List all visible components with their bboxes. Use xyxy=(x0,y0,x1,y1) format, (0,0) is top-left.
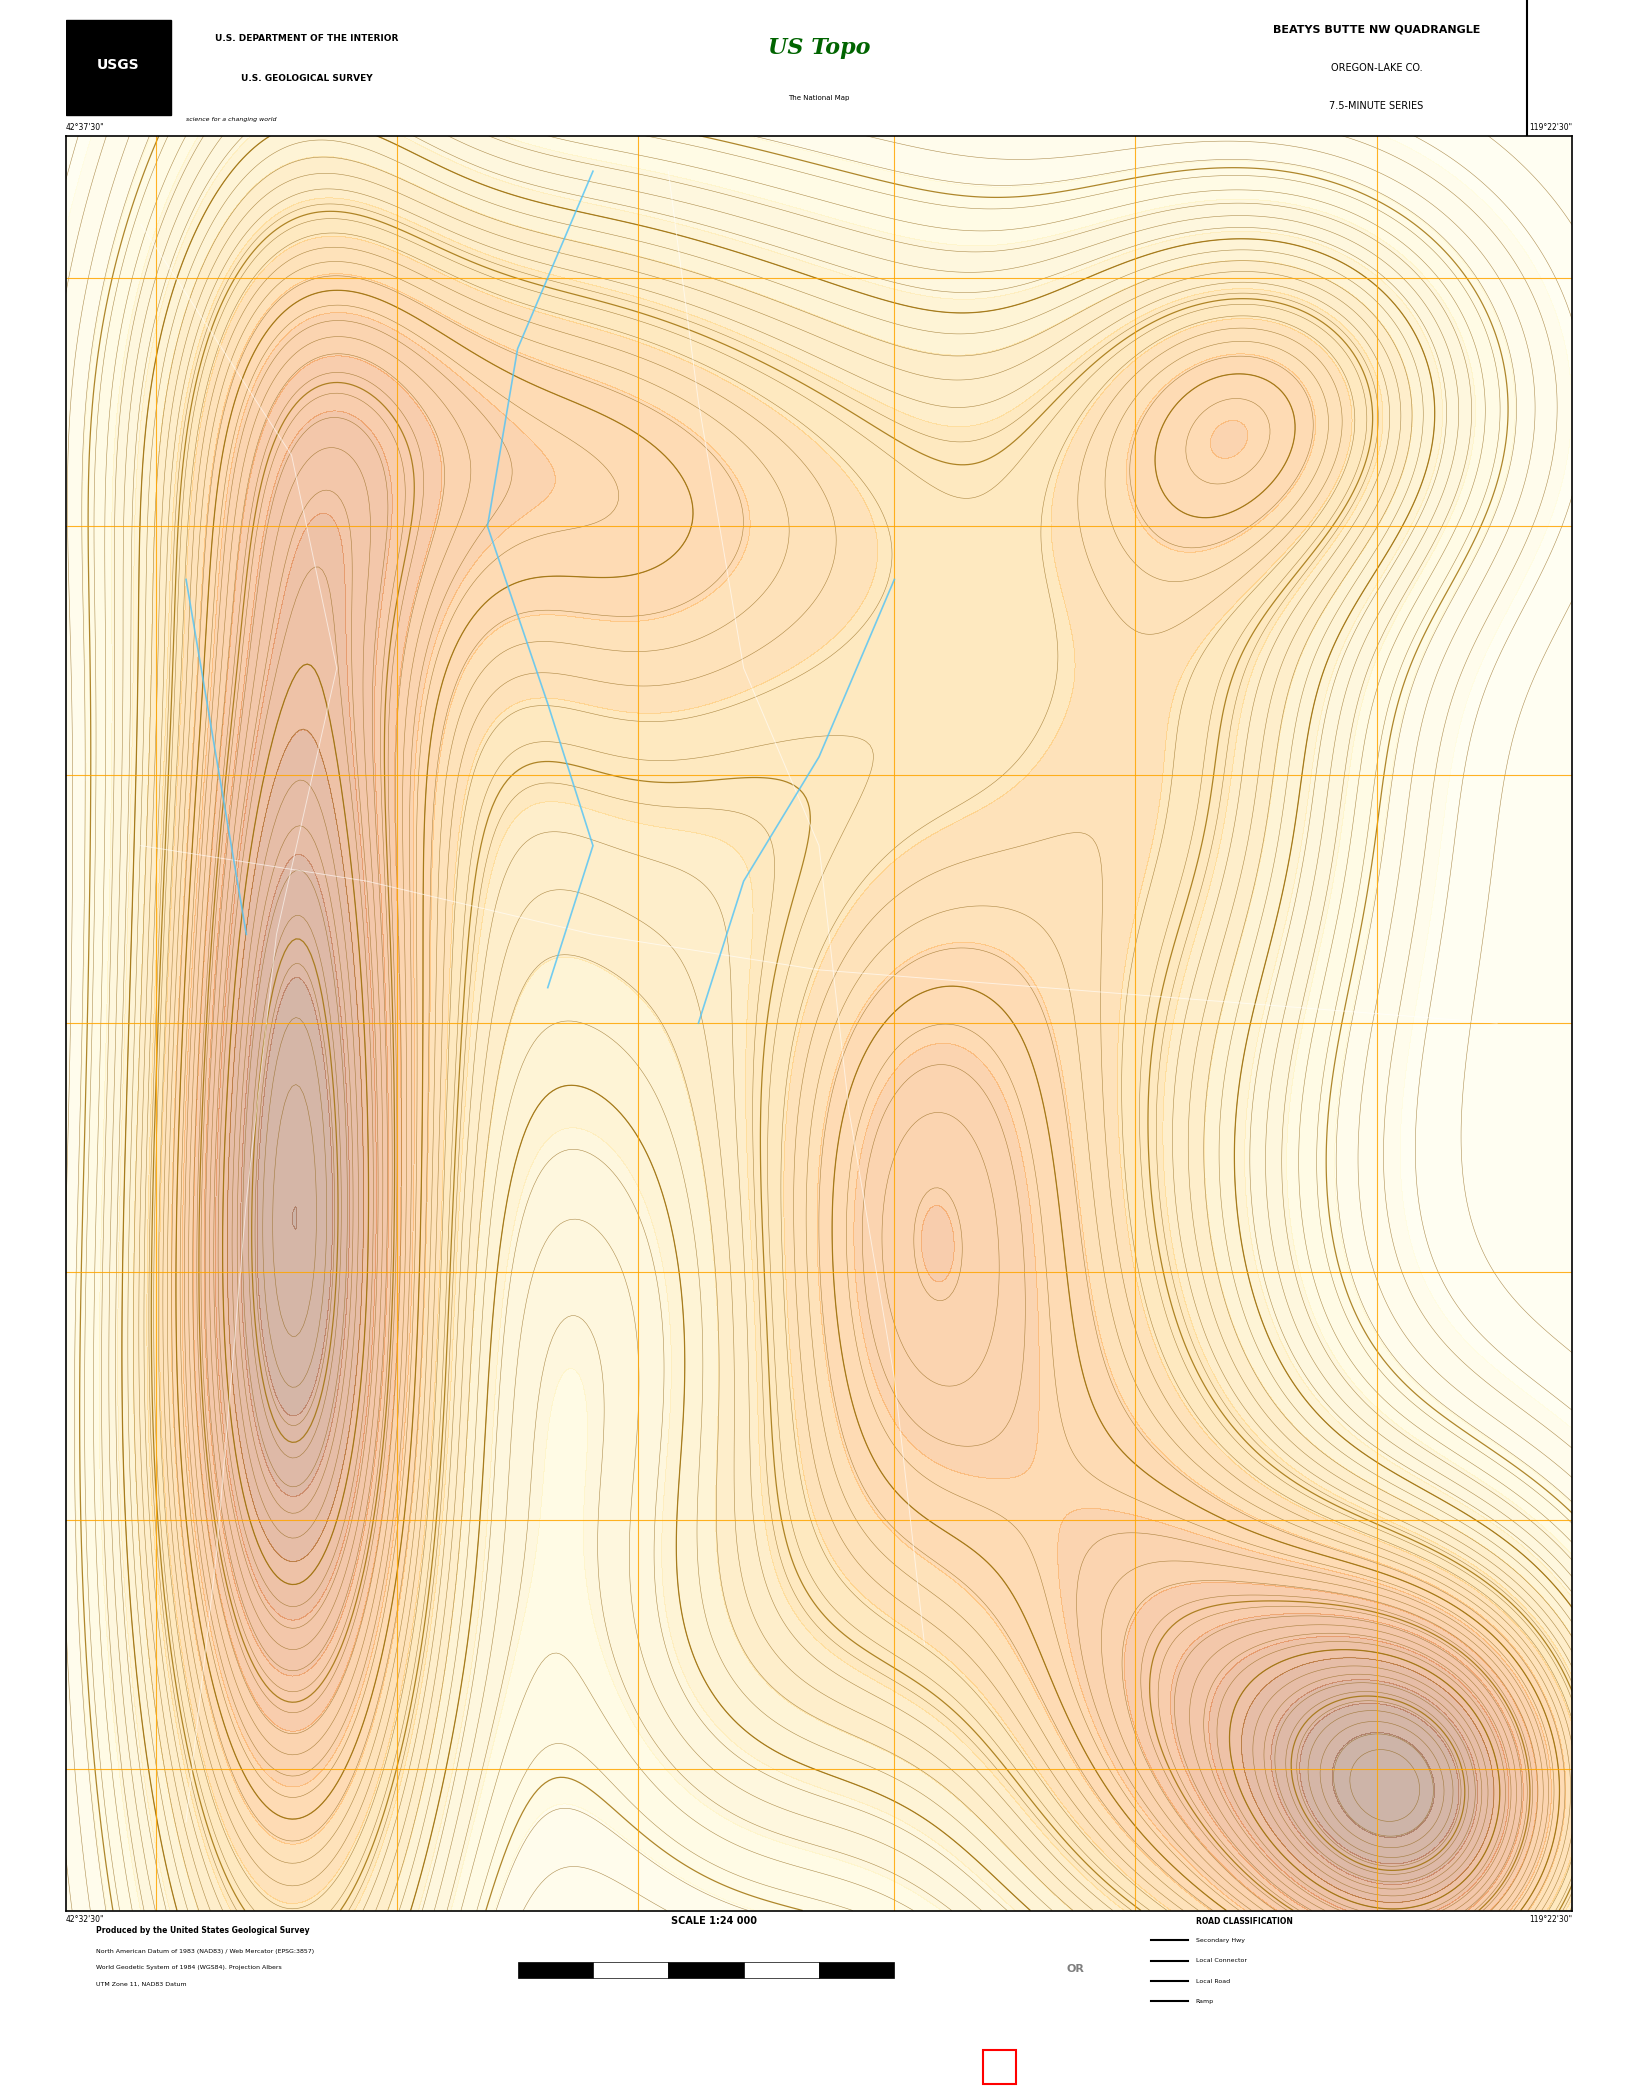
Text: science for a changing world: science for a changing world xyxy=(187,117,277,121)
Text: North American Datum of 1983 (NAD83) / Web Mercator (EPSG:3857): North American Datum of 1983 (NAD83) / W… xyxy=(95,1948,314,1954)
Text: World Geodetic System of 1984 (WGS84). Projection Albers: World Geodetic System of 1984 (WGS84). P… xyxy=(95,1965,282,1969)
Text: UTM Zone 11, NAD83 Datum: UTM Zone 11, NAD83 Datum xyxy=(95,1982,187,1986)
Text: OREGON-LAKE CO.: OREGON-LAKE CO. xyxy=(1330,63,1422,73)
Text: U.S. DEPARTMENT OF THE INTERIOR: U.S. DEPARTMENT OF THE INTERIOR xyxy=(215,33,398,42)
Text: BEATYS BUTTE NW QUADRANGLE: BEATYS BUTTE NW QUADRANGLE xyxy=(1273,25,1481,35)
Text: 119°22'30": 119°22'30" xyxy=(1530,1915,1572,1923)
FancyBboxPatch shape xyxy=(66,21,170,115)
Text: Produced by the United States Geological Survey: Produced by the United States Geological… xyxy=(95,1927,310,1936)
Text: 7.5-MINUTE SERIES: 7.5-MINUTE SERIES xyxy=(1330,100,1423,111)
Bar xyxy=(518,1963,593,1979)
Text: OR: OR xyxy=(1066,1963,1084,1973)
Bar xyxy=(593,1963,668,1979)
Bar xyxy=(983,2050,1016,2084)
Text: Local Connector: Local Connector xyxy=(1196,1959,1247,1963)
Text: 42°37'30": 42°37'30" xyxy=(66,123,105,132)
Text: Secondary Hwy: Secondary Hwy xyxy=(1196,1938,1245,1942)
Bar xyxy=(819,1963,894,1979)
Text: Local Road: Local Road xyxy=(1196,1979,1230,1984)
Text: 119°22'30": 119°22'30" xyxy=(1530,123,1572,132)
Bar xyxy=(668,1963,744,1979)
Text: Ramp: Ramp xyxy=(1196,1998,1214,2004)
Text: SCALE 1:24 000: SCALE 1:24 000 xyxy=(670,1917,757,1927)
Text: The National Map: The National Map xyxy=(788,94,850,100)
Bar xyxy=(744,1963,819,1979)
Text: U.S. GEOLOGICAL SURVEY: U.S. GEOLOGICAL SURVEY xyxy=(241,75,372,84)
Text: USGS: USGS xyxy=(97,58,139,73)
Text: US Topo: US Topo xyxy=(768,35,870,58)
Text: 42°32'30": 42°32'30" xyxy=(66,1915,105,1923)
Text: ROAD CLASSIFICATION: ROAD CLASSIFICATION xyxy=(1196,1917,1292,1925)
